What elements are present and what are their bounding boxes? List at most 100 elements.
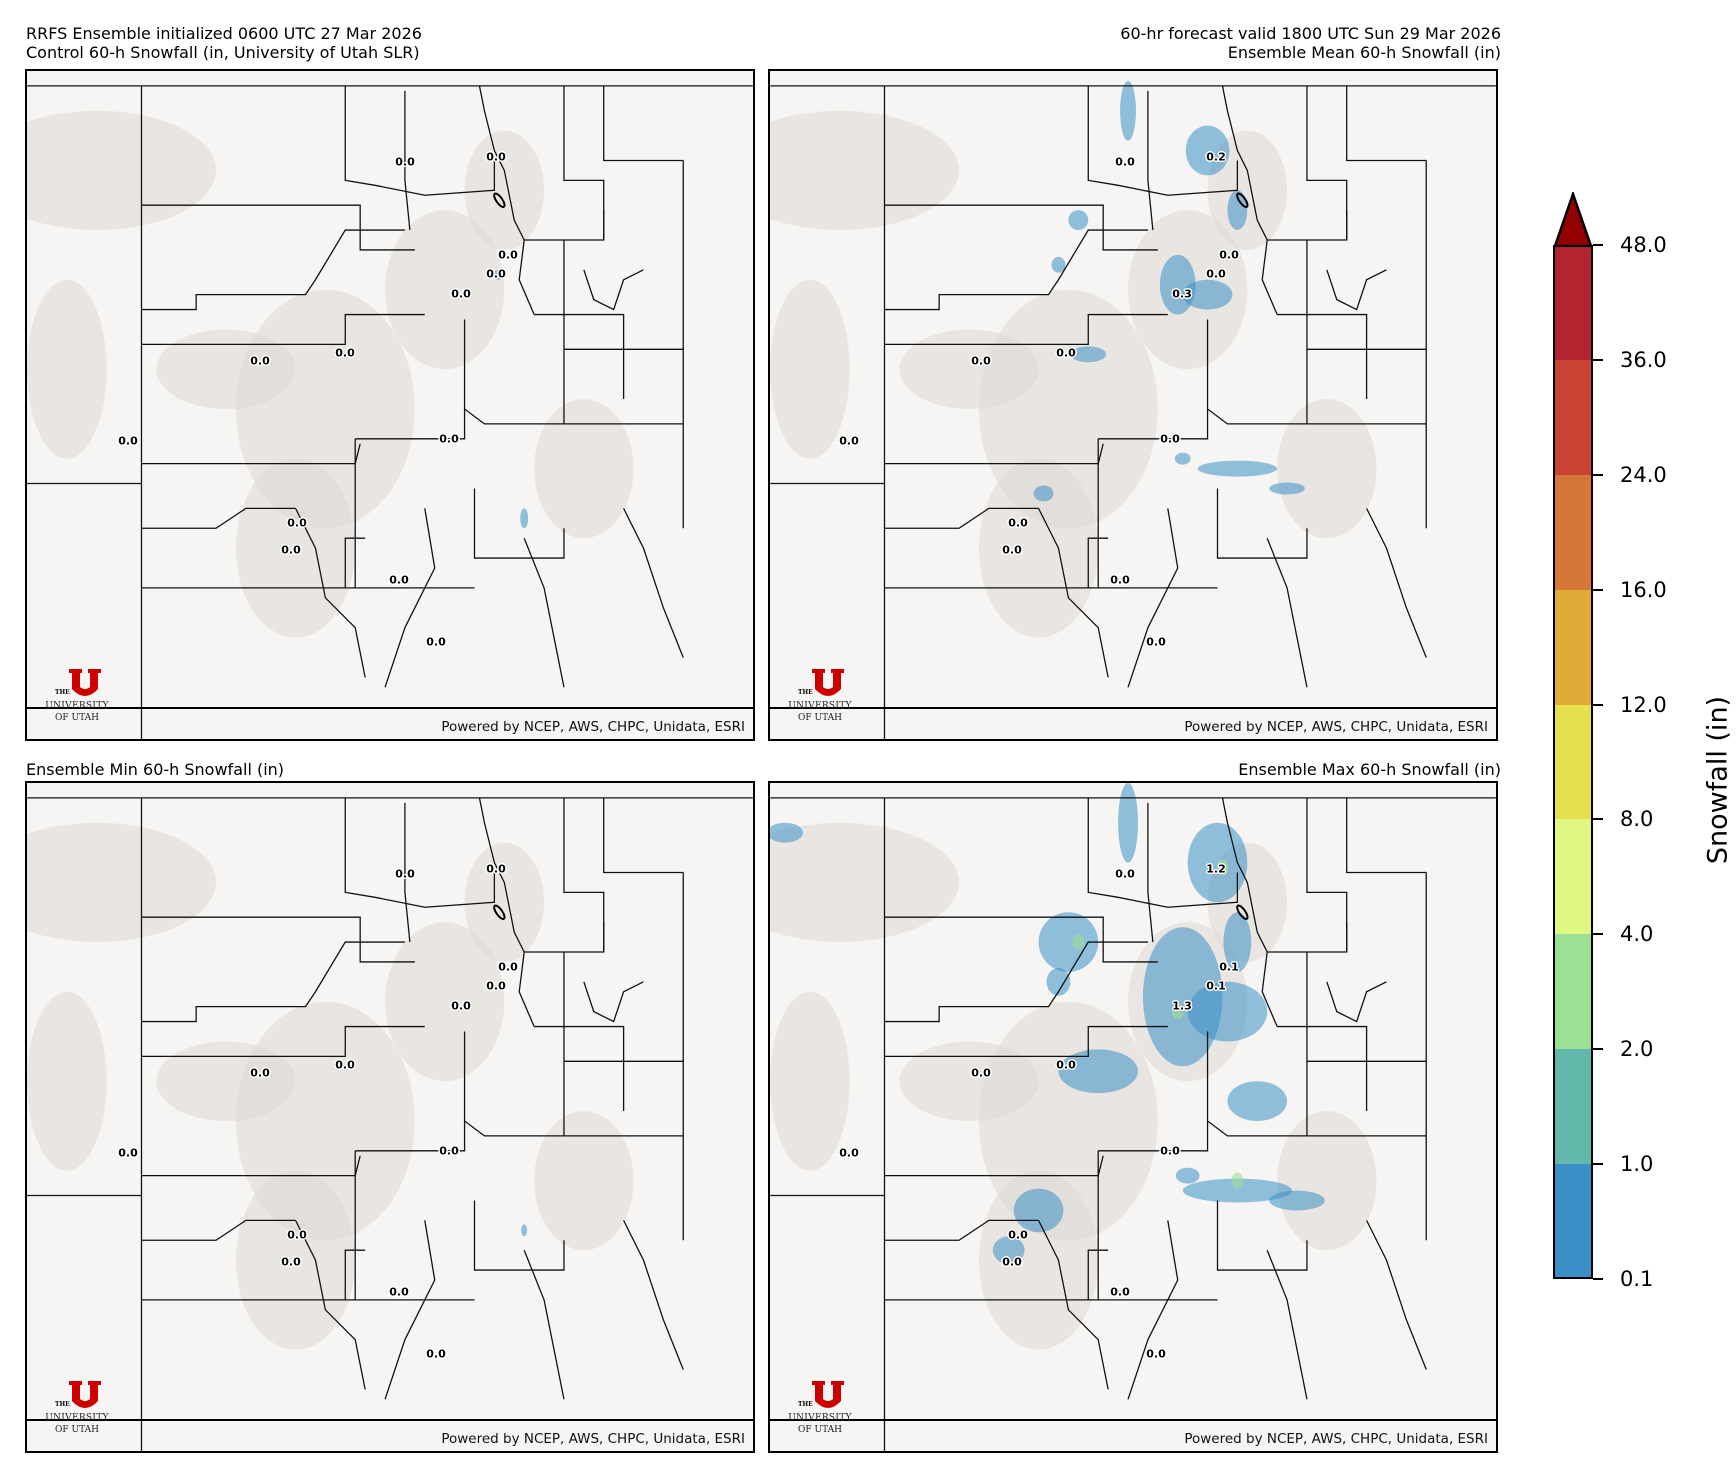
logo-university: UNIVERSITY <box>45 701 109 711</box>
county-boundary <box>884 1025 1168 1058</box>
snowfall-contour <box>1068 210 1089 231</box>
min-panel-title: Ensemble Min 60-h Snowfall (in) <box>26 760 285 779</box>
lake-outline <box>1236 192 1249 208</box>
county-boundary <box>141 1025 425 1058</box>
logo-university: UNIVERSITY <box>788 701 852 711</box>
data-credit: Powered by NCEP, AWS, CHPC, Unidata, ESR… <box>1184 719 1488 735</box>
snowfall-contour <box>1187 981 1268 1042</box>
point-value-label: 0.0 <box>426 1347 446 1361</box>
terrain-basemap <box>27 797 753 1451</box>
county-boundary <box>1216 1200 1308 1271</box>
point-value-label: 0.0 <box>1002 543 1022 557</box>
county-boundary <box>1277 1025 1368 1112</box>
lake-outline <box>493 192 506 208</box>
colorbar-tick-label: 0.1 <box>1620 1267 1654 1291</box>
colorbar-tick-label: 36.0 <box>1620 347 1667 372</box>
point-value-label: 0.0 <box>1219 248 1239 262</box>
county-boundary <box>1127 1220 1179 1400</box>
snowfall-contour <box>1058 1049 1138 1094</box>
point-value-label: 0.0 <box>389 573 409 587</box>
county-boundary <box>294 1220 366 1390</box>
lake-outline <box>493 904 506 920</box>
point-value-label: 0.0 <box>335 346 355 360</box>
county-boundary <box>1206 1031 1307 1137</box>
point-value-label: 0.0 <box>1160 432 1180 446</box>
point-value-label: 0.0 <box>439 1144 459 1158</box>
county-boundary <box>563 797 605 952</box>
county-boundary <box>463 319 564 425</box>
logo-the: THE <box>798 689 813 696</box>
county-boundary <box>583 981 644 1023</box>
point-value-label: 0.0 <box>1160 1144 1180 1158</box>
point-value-label: 0.0 <box>1008 1228 1028 1242</box>
footer-band <box>770 1419 1496 1451</box>
county-boundary <box>1097 438 1218 589</box>
county-boundary <box>355 1120 466 1152</box>
point-value-label: 0.0 <box>281 543 301 557</box>
county-boundary <box>141 507 296 529</box>
colorbar-tick <box>1593 1278 1603 1280</box>
snowfall-contour <box>1046 967 1071 996</box>
county-boundary <box>478 85 535 315</box>
logo-university: UNIVERSITY <box>45 1413 109 1423</box>
point-value-label: 0.0 <box>395 867 415 881</box>
county-boundary <box>1147 90 1154 231</box>
colorbar-tick <box>1593 933 1603 936</box>
footer-band <box>27 707 753 739</box>
point-value-label: 0.0 <box>1002 1255 1022 1269</box>
snowfall-contour <box>1269 482 1305 495</box>
county-boundary <box>583 269 644 311</box>
colorbar-tick <box>1593 1048 1603 1051</box>
point-value-label: 0.0 <box>1056 346 1076 360</box>
snowfall-contour <box>1033 485 1054 502</box>
point-value-label: 0.0 <box>1146 1347 1166 1361</box>
block-u-icon <box>69 669 101 696</box>
snowfall-contour <box>1269 1190 1325 1211</box>
county-boundary <box>478 797 535 1027</box>
county-boundary <box>1037 508 1109 678</box>
logo-the: THE <box>55 689 70 696</box>
county-boundary <box>404 90 411 231</box>
county-boundary <box>563 85 605 240</box>
colorbar-segment <box>1553 359 1593 475</box>
county-boundary <box>884 1219 1039 1241</box>
county-boundary <box>534 1025 625 1112</box>
county-boundary <box>354 438 475 589</box>
point-value-label: 0.0 <box>1206 267 1226 281</box>
point-value-label: 0.0 <box>1110 573 1130 587</box>
colorbar-tick <box>1593 588 1603 591</box>
snowfall-contour <box>770 822 803 843</box>
snowfall-contour <box>520 508 529 529</box>
block-u-icon <box>812 1381 844 1408</box>
colorbar-segment <box>1553 1049 1593 1165</box>
point-value-label: 0.0 <box>281 1255 301 1269</box>
point-value-label: 0.0 <box>451 287 471 301</box>
county-boundary <box>1037 1220 1109 1390</box>
snowfall-contour <box>1038 912 1099 972</box>
county-boundary <box>1206 319 1307 425</box>
county-boundary <box>1326 981 1387 1023</box>
county-boundary <box>344 797 496 908</box>
map-panel-mean: 0.0 0.2 0.0 0.0 0.3 0.0 0.0 0.0 0.0 0.0 0.0 0.0 0.0 P… <box>768 69 1498 741</box>
county-boundary <box>523 537 565 688</box>
logo-of-utah: OF UTAH <box>55 1425 99 1435</box>
county-boundary <box>1216 488 1308 559</box>
point-value-label: 0.0 <box>1110 1285 1130 1299</box>
snowfall-contour <box>1070 346 1107 363</box>
map-panel-control: 0.0 0.0 0.0 0.0 0.0 0.0 0.0 0.0 0.0 0.0 0.0 0.0 0.0 P… <box>25 69 755 741</box>
county-boundary <box>344 85 496 196</box>
colorbar-tick-label: 48.0 <box>1620 233 1667 257</box>
county-boundary <box>1306 797 1348 952</box>
county-boundary <box>141 1219 296 1241</box>
logo-university: UNIVERSITY <box>788 1413 852 1423</box>
point-value-label: 0.0 <box>287 1228 307 1242</box>
county-boundary <box>141 916 415 963</box>
point-value-label: 0.1 <box>1206 979 1226 993</box>
county-boundary <box>563 1060 684 1241</box>
point-value-label: 0.0 <box>486 150 506 164</box>
county-boundary <box>473 1200 565 1271</box>
county-boundary <box>884 229 1148 311</box>
footer-band <box>770 707 1496 739</box>
snowfall-contour <box>1227 1081 1288 1121</box>
map-panel-max: 0.0 1.2 0.1 0.1 1.3 0.0 0.0 0.0 0.0 0.0 0.0 0.0 0.0 P… <box>768 781 1498 1453</box>
